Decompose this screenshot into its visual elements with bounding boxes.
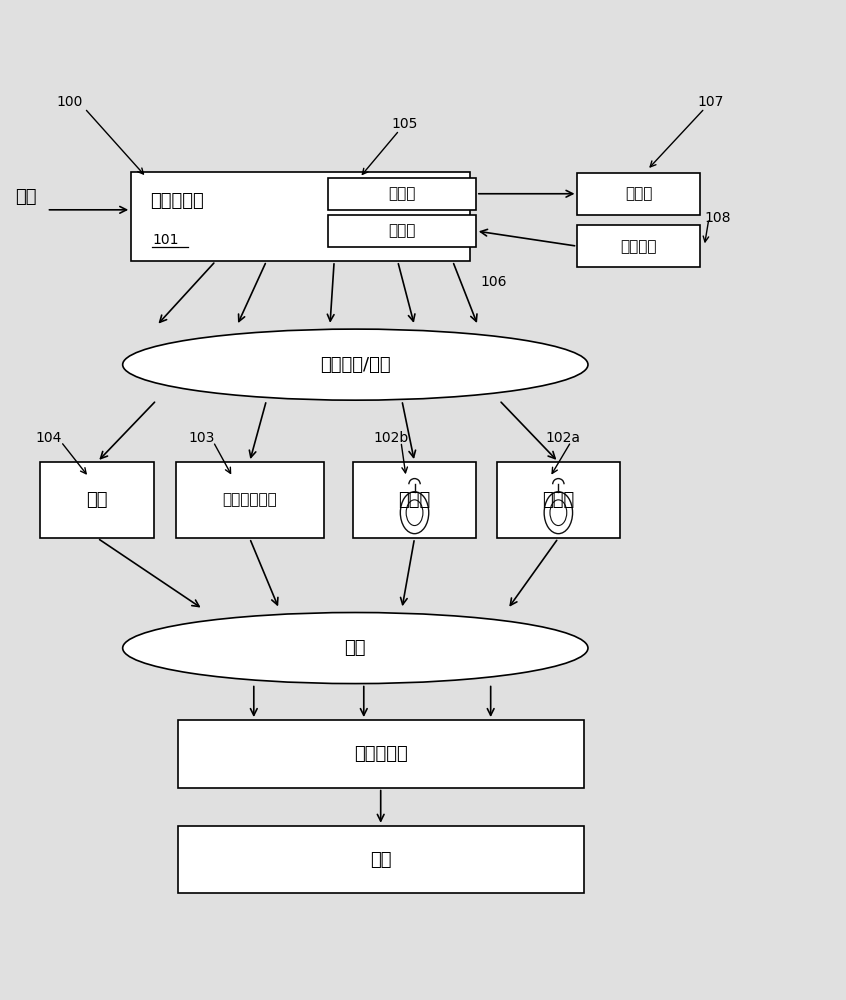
- FancyBboxPatch shape: [354, 462, 475, 538]
- Text: 配制站: 配制站: [398, 491, 431, 509]
- FancyBboxPatch shape: [577, 173, 700, 215]
- Text: 103: 103: [188, 431, 215, 445]
- FancyBboxPatch shape: [577, 225, 700, 267]
- FancyBboxPatch shape: [178, 720, 584, 788]
- Text: 配制站: 配制站: [542, 491, 574, 509]
- Text: 药房服务器: 药房服务器: [150, 192, 204, 210]
- Text: 100: 100: [56, 95, 83, 109]
- FancyBboxPatch shape: [175, 462, 323, 538]
- Text: 104: 104: [36, 431, 63, 445]
- Text: 机器人配制者: 机器人配制者: [222, 493, 277, 508]
- FancyBboxPatch shape: [497, 462, 619, 538]
- FancyBboxPatch shape: [327, 178, 475, 210]
- Ellipse shape: [123, 329, 588, 400]
- Text: 输入设备: 输入设备: [620, 239, 657, 254]
- Text: 成品: 成品: [344, 639, 366, 657]
- Text: 任务分配/报告: 任务分配/报告: [320, 356, 391, 374]
- Text: 处理器: 处理器: [388, 186, 415, 201]
- Text: 107: 107: [697, 95, 724, 109]
- Text: 显示器: 显示器: [625, 186, 652, 201]
- Ellipse shape: [123, 613, 588, 684]
- FancyBboxPatch shape: [41, 462, 154, 538]
- Text: 输送: 输送: [370, 851, 392, 869]
- FancyBboxPatch shape: [178, 826, 584, 893]
- Text: 物资: 物资: [86, 491, 108, 509]
- Text: 101: 101: [152, 233, 179, 247]
- Text: 102b: 102b: [373, 431, 409, 445]
- Text: 102a: 102a: [545, 431, 580, 445]
- Text: 106: 106: [480, 275, 507, 289]
- Text: 订单: 订单: [14, 188, 36, 206]
- Text: 105: 105: [391, 117, 418, 131]
- Text: 108: 108: [704, 211, 731, 225]
- Ellipse shape: [544, 492, 573, 534]
- Ellipse shape: [400, 492, 429, 534]
- Text: 药剂师审核: 药剂师审核: [354, 745, 408, 763]
- FancyBboxPatch shape: [327, 215, 475, 247]
- Text: 存储器: 存储器: [388, 223, 415, 238]
- FancyBboxPatch shape: [131, 172, 470, 261]
